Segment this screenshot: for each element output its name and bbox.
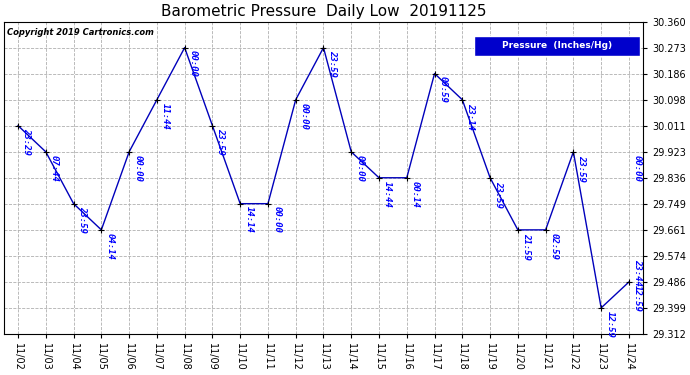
Text: 14:14: 14:14 <box>244 207 253 233</box>
Text: 12:59: 12:59 <box>633 285 642 312</box>
Text: 21:59: 21:59 <box>522 232 531 260</box>
Text: 04:14: 04:14 <box>106 232 115 260</box>
Text: 00:00: 00:00 <box>272 207 281 233</box>
Text: 12:59: 12:59 <box>605 310 614 338</box>
Text: 23:14: 23:14 <box>466 102 475 129</box>
Text: 23:59: 23:59 <box>217 128 226 155</box>
Text: 23:44: 23:44 <box>633 258 642 285</box>
Text: 00:00: 00:00 <box>189 50 198 77</box>
Text: 23:59: 23:59 <box>78 207 87 233</box>
Text: 00:00: 00:00 <box>355 154 364 182</box>
Text: 23:59: 23:59 <box>578 154 586 182</box>
Text: 00:00: 00:00 <box>633 154 642 182</box>
Text: 00:14: 00:14 <box>411 180 420 207</box>
Text: 14:44: 14:44 <box>383 180 392 207</box>
Text: 07:44: 07:44 <box>50 154 59 182</box>
Text: 00:59: 00:59 <box>439 76 448 103</box>
Text: 00:00: 00:00 <box>133 154 142 182</box>
Text: 00:00: 00:00 <box>300 102 309 129</box>
Text: Copyright 2019 Cartronics.com: Copyright 2019 Cartronics.com <box>8 28 155 37</box>
Text: 02:59: 02:59 <box>550 232 559 260</box>
Text: 23:59: 23:59 <box>328 50 337 77</box>
Text: 11:44: 11:44 <box>161 102 170 129</box>
Text: 23:29: 23:29 <box>22 128 31 155</box>
Text: 23:59: 23:59 <box>494 180 503 207</box>
Title: Barometric Pressure  Daily Low  20191125: Barometric Pressure Daily Low 20191125 <box>161 4 486 19</box>
